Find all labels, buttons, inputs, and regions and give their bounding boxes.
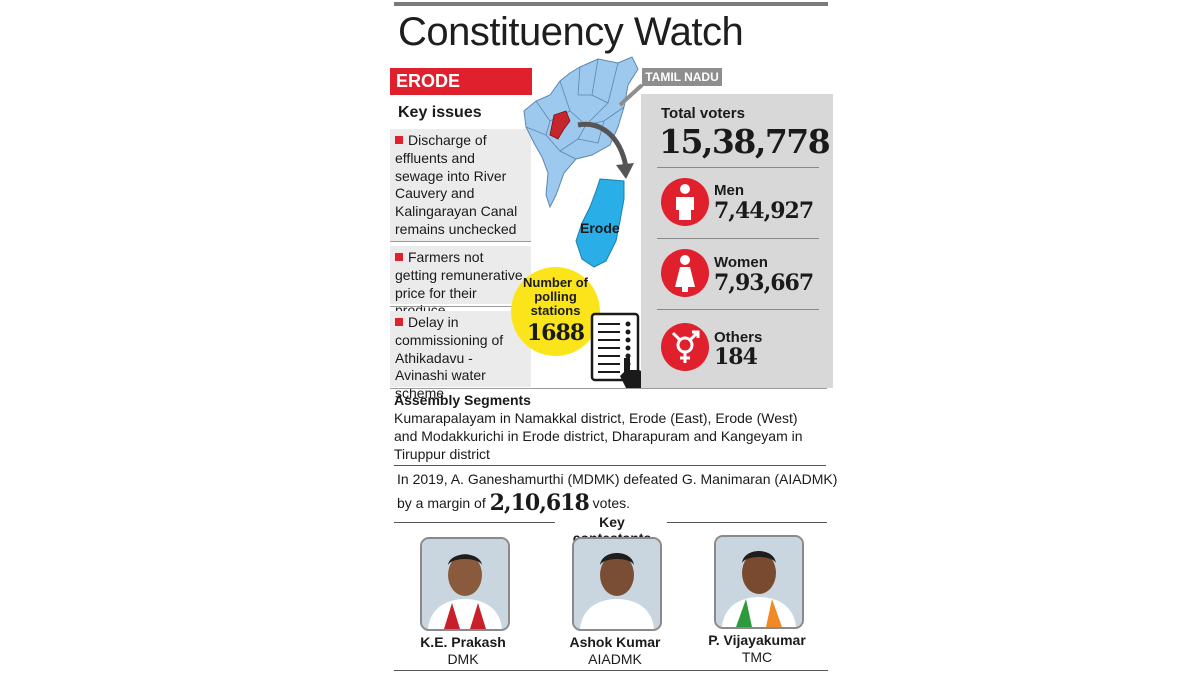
arrow-head-icon	[616, 163, 634, 179]
others-badge	[661, 323, 709, 371]
segments-heading: Assembly Segments	[394, 392, 531, 408]
women-badge	[661, 249, 709, 297]
constituency-name: ERODE	[390, 68, 532, 95]
polling-badge	[511, 267, 600, 356]
divider	[667, 522, 827, 523]
bullet-icon	[395, 136, 403, 144]
margin-prefix: by a margin of	[397, 495, 486, 511]
woman-icon	[675, 255, 695, 292]
pointing-hand-icon	[620, 358, 644, 388]
divider	[394, 465, 826, 466]
others-label: Others	[714, 329, 763, 346]
result-margin-line: by a margin of 2,10,618 votes.	[397, 490, 630, 516]
margin-value: 2,10,618	[489, 490, 590, 516]
tamil-nadu-map	[523, 56, 644, 268]
men-value: 7,44,927	[714, 198, 814, 224]
contestant-photo	[420, 537, 510, 631]
top-rule	[394, 2, 828, 6]
total-voters-value: 15,38,778	[659, 122, 831, 161]
person-silhouette	[574, 539, 660, 629]
segments-text: Kumarapalayam in Namakkal district, Erod…	[394, 410, 803, 462]
women-label: Women	[714, 254, 768, 271]
evm-icon	[590, 312, 644, 388]
contestant-party: DMK	[447, 651, 479, 667]
divider	[657, 167, 819, 168]
issue-item: Discharge of effluents and sewage into R…	[390, 129, 531, 241]
person-silhouette	[716, 537, 802, 627]
page-title: Constituency Watch	[398, 10, 744, 54]
contestant-photo	[714, 535, 804, 629]
person-silhouette	[422, 539, 508, 629]
result-text: In 2019, A. Ganeshamurthi (MDMK) defeate…	[397, 471, 838, 487]
map-label: Erode	[580, 220, 620, 236]
erode-district-zoom	[575, 178, 625, 268]
erode-highlight	[549, 110, 571, 140]
polling-value: 1688	[526, 320, 585, 346]
bottom-rule	[394, 670, 828, 671]
women-value: 7,93,667	[714, 270, 814, 296]
men-badge	[661, 178, 709, 226]
others-value: 184	[714, 344, 758, 370]
bullet-icon	[395, 318, 403, 326]
contestant-name: P. Vijayakumar	[708, 632, 806, 648]
contestant-party: AIADMK	[588, 651, 642, 667]
divider	[657, 238, 819, 239]
pointer-line	[618, 83, 644, 107]
bullet-icon	[395, 253, 403, 261]
issue-item: Delay in commissioning of Athikadavu - A…	[390, 311, 531, 401]
divider	[390, 388, 827, 389]
gender-symbol-icon	[671, 330, 700, 363]
divider	[390, 241, 531, 242]
key-issues-heading: Key issues	[398, 104, 482, 121]
men-label: Men	[714, 182, 744, 199]
divider	[657, 309, 819, 310]
divider	[394, 522, 555, 523]
divider	[390, 306, 531, 307]
polling-label: Number of polling stations	[523, 275, 588, 318]
total-voters-label: Total voters	[661, 105, 745, 122]
contestant-name: K.E. Prakash	[420, 634, 506, 650]
district-borders	[525, 58, 625, 160]
contestant-name: Ashok Kumar	[569, 634, 661, 650]
man-icon	[676, 184, 694, 220]
contestant-photo	[572, 537, 662, 631]
issue-item: Farmers not getting remunerative price f…	[390, 246, 531, 318]
margin-suffix: votes.	[592, 495, 631, 511]
state-tag: TAMIL NADU	[642, 68, 722, 86]
contestant-party: TMC	[741, 649, 773, 665]
arrow-icon	[577, 121, 629, 168]
